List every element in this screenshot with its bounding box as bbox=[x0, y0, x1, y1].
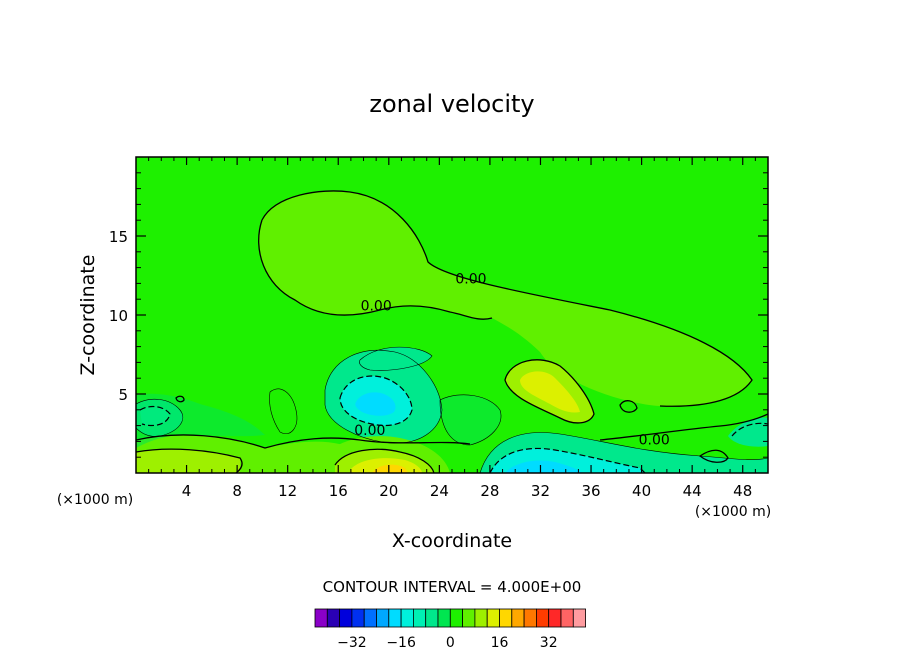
contour-lines bbox=[136, 190, 768, 473]
region-negative-mid bbox=[359, 347, 432, 371]
colorbar-swatch bbox=[449, 608, 463, 628]
x-tick-label: 36 bbox=[581, 482, 600, 500]
contour-negative-right bbox=[731, 422, 768, 437]
colorbar-tick-label: 32 bbox=[540, 635, 558, 651]
colorbar-swatch bbox=[388, 608, 402, 628]
contour-small-loop bbox=[619, 400, 638, 413]
contour-positive-ring bbox=[504, 359, 595, 424]
contour-zero-right bbox=[599, 413, 768, 441]
region-negative-20-core bbox=[355, 392, 396, 416]
colorbar-swatch bbox=[363, 608, 377, 628]
contour-zero-upper-left bbox=[258, 219, 493, 320]
contour-zero-mid bbox=[136, 434, 471, 449]
colorbar-swatch bbox=[511, 608, 525, 628]
colorbar-swatch bbox=[560, 608, 574, 628]
region-bottom-positive-peak bbox=[372, 464, 408, 473]
colorbar-swatch bbox=[474, 608, 488, 628]
contour-zero-upper bbox=[261, 190, 753, 407]
colorbar-swatch bbox=[523, 608, 537, 628]
colorbar-tick-label: 0 bbox=[446, 635, 455, 651]
colorbar-tick-label: 16 bbox=[491, 635, 509, 651]
colorbar-swatch bbox=[412, 608, 427, 628]
x-unit-right: (×1000 m) bbox=[695, 504, 771, 520]
contour-label: 0.00 bbox=[361, 298, 392, 314]
x-tick-label: 32 bbox=[531, 482, 550, 500]
contour-thin-1 bbox=[324, 350, 443, 444]
colorbar-swatch bbox=[400, 608, 414, 628]
x-axis-label: X-coordinate bbox=[392, 530, 512, 552]
colorbar-tick-label: −16 bbox=[386, 635, 416, 651]
colorbar-swatch bbox=[499, 608, 513, 628]
contour-thin-3 bbox=[136, 398, 184, 437]
x-tick-label: 8 bbox=[232, 482, 242, 500]
contour-label: 0.00 bbox=[455, 271, 486, 287]
y-tick-label: 15 bbox=[109, 228, 128, 246]
contour-thin-5 bbox=[439, 394, 502, 446]
contour-lines-negative bbox=[139, 375, 768, 473]
region-positive-32-core bbox=[520, 371, 580, 413]
colorbar-swatch bbox=[339, 608, 353, 628]
y-tick-label: 5 bbox=[118, 386, 128, 404]
contour-label: 0.00 bbox=[354, 423, 385, 439]
contour-bottom-low bbox=[136, 448, 243, 473]
colorbar-swatch bbox=[437, 608, 451, 628]
contour-thin-6 bbox=[269, 388, 298, 434]
y-axis-label: Z-coordinate bbox=[77, 255, 99, 376]
colorbar: −32 −16 0 16 32 bbox=[314, 608, 586, 651]
contour-negative-center bbox=[339, 375, 413, 427]
x-tick-label: 16 bbox=[329, 482, 348, 500]
colorbar-swatch bbox=[486, 608, 500, 628]
x-tick-label: 24 bbox=[430, 482, 449, 500]
contour-thin-4 bbox=[359, 346, 433, 371]
x-tick-label: 28 bbox=[480, 482, 499, 500]
contour-label: 0.00 bbox=[639, 433, 670, 449]
colorbar-swatch bbox=[351, 608, 365, 628]
y-tick-label: 10 bbox=[109, 307, 128, 325]
contour-negative-bottom bbox=[489, 447, 646, 473]
colorbar-swatch bbox=[462, 608, 476, 628]
x-tick-label: 12 bbox=[278, 482, 297, 500]
contour-thin-2 bbox=[479, 432, 768, 473]
contour-label-layer: 0.00 0.00 0.00 0.00 bbox=[354, 271, 670, 448]
region-bottom-band-2 bbox=[136, 449, 240, 473]
chart-title: zonal velocity bbox=[369, 90, 534, 118]
contour-lines-thin bbox=[136, 346, 768, 473]
region-right-negative bbox=[728, 417, 768, 447]
contour-small-loop-2 bbox=[175, 395, 185, 403]
colorbar-swatch bbox=[548, 608, 562, 628]
colorbar-tick-label: −32 bbox=[337, 635, 367, 651]
region-low-green-2 bbox=[440, 394, 501, 445]
colorbar-swatch bbox=[326, 608, 340, 628]
x-tick-label: 40 bbox=[632, 482, 651, 500]
x-tick-label: 48 bbox=[733, 482, 752, 500]
colorbar-swatch bbox=[314, 608, 328, 628]
x-unit-left: (×1000 m) bbox=[57, 492, 133, 508]
contour-bottom-right-ring bbox=[698, 449, 729, 463]
contour-interval-label: CONTOUR INTERVAL = 4.000E+00 bbox=[323, 578, 582, 596]
colorbar-swatch bbox=[572, 608, 586, 628]
x-tick-label: 4 bbox=[182, 482, 192, 500]
region-upper-bulb bbox=[258, 190, 752, 407]
region-bottom-negative-core bbox=[505, 460, 582, 473]
contour-negative-left bbox=[139, 405, 171, 427]
x-tick-label: 44 bbox=[683, 482, 702, 500]
x-tick-label: 20 bbox=[379, 482, 398, 500]
colorbar-swatch bbox=[376, 608, 390, 628]
plot-area: 0.00 0.00 0.00 0.00 bbox=[136, 157, 768, 473]
contour-bottom-ring bbox=[334, 448, 435, 473]
colorbar-swatch bbox=[536, 608, 550, 628]
colorbar-swatch bbox=[425, 608, 439, 628]
region-low-green-1 bbox=[136, 393, 265, 448]
